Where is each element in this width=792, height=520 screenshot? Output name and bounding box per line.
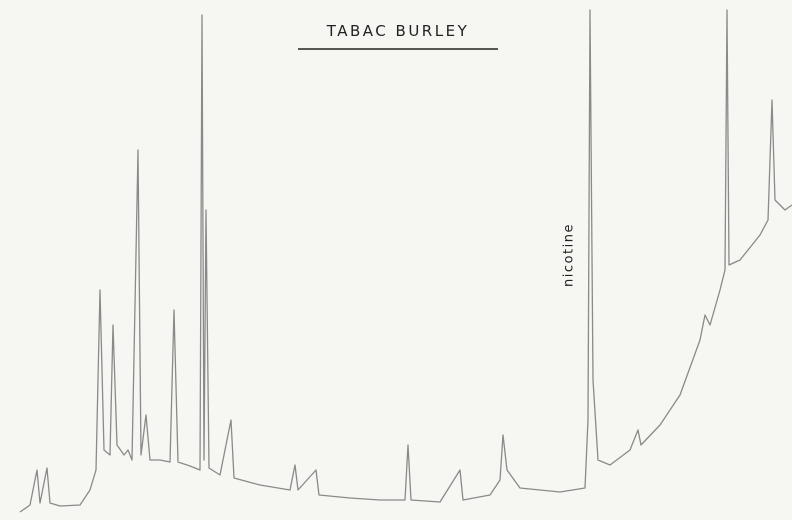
peak-annotation: nicotine xyxy=(562,223,577,287)
chromatogram-trace xyxy=(19,9,792,513)
chart-title: TABAC BURLEY xyxy=(326,22,469,40)
